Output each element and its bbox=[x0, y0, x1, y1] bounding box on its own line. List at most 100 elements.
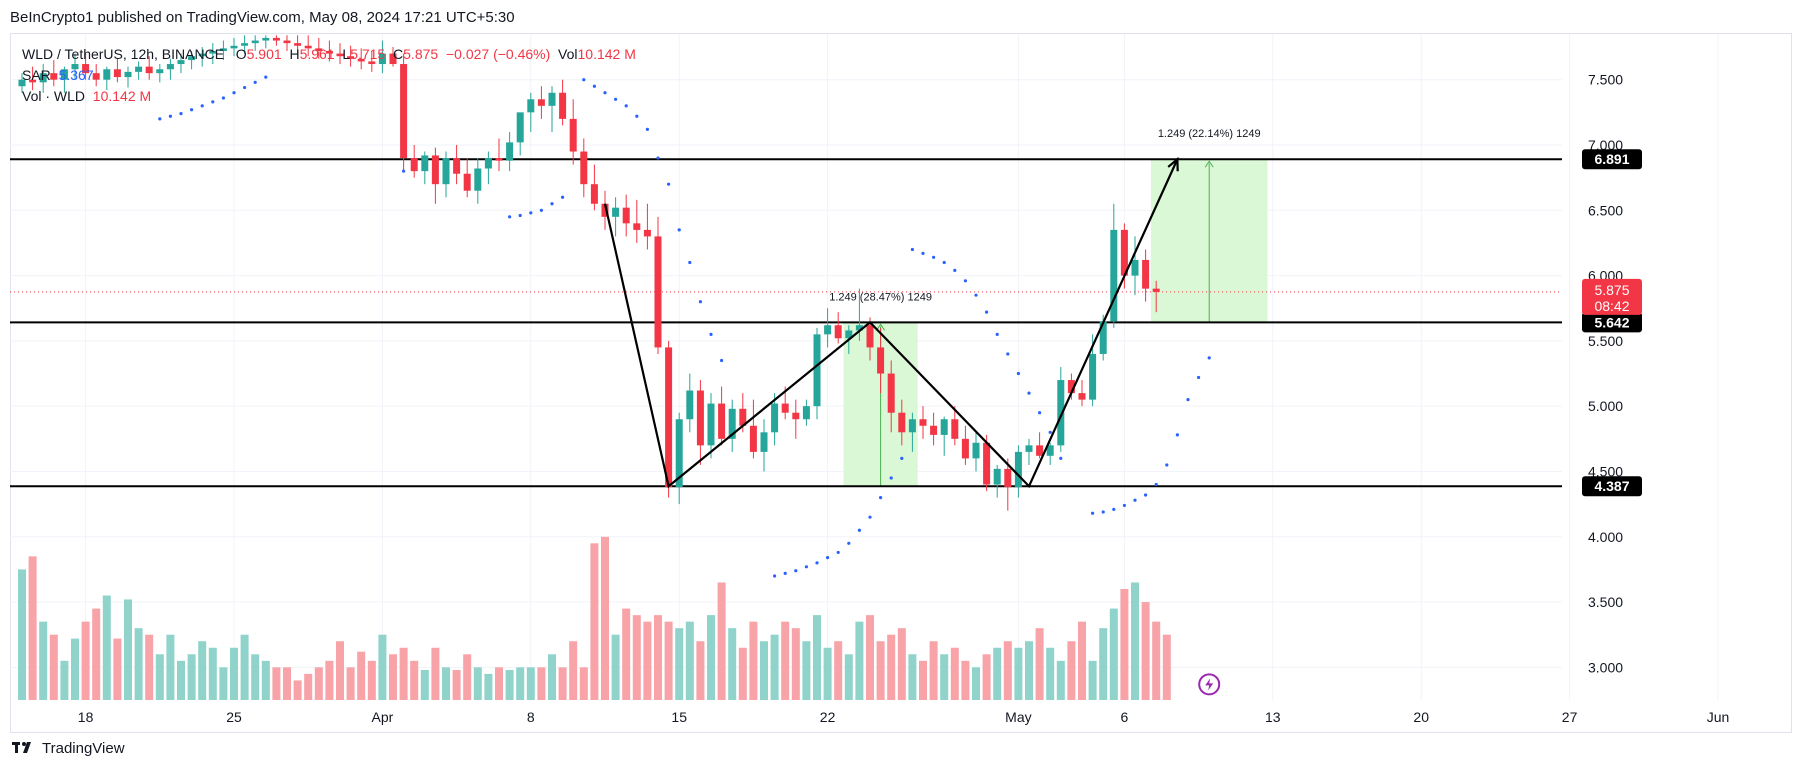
candle-body bbox=[590, 184, 598, 204]
measure-arrow-head bbox=[1204, 160, 1214, 168]
publish-info: BeInCrypto1 published on TradingView.com… bbox=[10, 9, 515, 26]
sar-dot bbox=[614, 97, 618, 101]
sar-dot bbox=[889, 476, 893, 480]
sar-dot bbox=[582, 78, 586, 82]
candle-body bbox=[145, 66, 153, 74]
volume-bar bbox=[770, 634, 779, 700]
volume-bar bbox=[601, 536, 609, 700]
volume-bar bbox=[420, 669, 429, 700]
volume-bar bbox=[696, 641, 705, 700]
candle-body bbox=[251, 40, 259, 44]
volume-bar bbox=[1099, 628, 1108, 700]
candle-body bbox=[622, 207, 630, 224]
candle-body bbox=[156, 69, 164, 74]
sar-dot bbox=[698, 300, 703, 304]
sar-dot bbox=[168, 114, 172, 118]
sar-dot bbox=[921, 251, 925, 255]
candle-body bbox=[474, 168, 482, 191]
candle-body bbox=[241, 43, 249, 46]
candle-body bbox=[580, 151, 588, 185]
candle-body bbox=[198, 53, 206, 57]
volume-bar bbox=[1025, 641, 1033, 700]
legend-volwld-label: Vol · WLD bbox=[22, 88, 86, 104]
sar-dot bbox=[539, 208, 544, 212]
volume-bar bbox=[410, 660, 419, 700]
x-tick-label: 25 bbox=[226, 709, 242, 725]
candle-body bbox=[410, 158, 418, 172]
candle-body bbox=[675, 419, 683, 488]
candle-body bbox=[707, 403, 715, 446]
volume-bar bbox=[102, 595, 111, 700]
x-tick-label: 27 bbox=[1562, 709, 1578, 725]
volume-bar bbox=[251, 654, 260, 700]
candle-body bbox=[993, 468, 1001, 485]
volume-bar bbox=[49, 634, 58, 700]
volume-bar bbox=[240, 634, 249, 700]
volume-bar bbox=[516, 667, 525, 700]
legend-volwld-value: 10.142 M bbox=[92, 88, 152, 104]
volume-bar bbox=[1014, 647, 1023, 700]
volume-bar bbox=[304, 673, 313, 700]
volume-bar bbox=[325, 660, 334, 700]
candle-body bbox=[82, 64, 90, 74]
candle-body bbox=[135, 66, 143, 72]
level-label: 6.891 bbox=[1594, 151, 1629, 167]
sar-dot bbox=[1144, 493, 1148, 497]
candle-body bbox=[50, 73, 58, 80]
candle-body bbox=[781, 403, 789, 413]
legend-high: 5.961 bbox=[299, 46, 335, 62]
candle-body bbox=[357, 58, 365, 62]
volume-bar bbox=[81, 621, 90, 700]
candle-body bbox=[1152, 288, 1160, 292]
candle-body bbox=[1120, 229, 1128, 276]
sar-dot bbox=[900, 456, 904, 461]
volume-bar bbox=[717, 582, 726, 700]
candle-body bbox=[771, 403, 779, 433]
volume-bar bbox=[431, 647, 440, 700]
y-tick-label: 6.500 bbox=[1588, 202, 1623, 218]
legend-sar-row[interactable]: SAR 5.367 bbox=[22, 65, 636, 86]
candle-body bbox=[1014, 451, 1022, 488]
legend-o-label: O bbox=[235, 46, 247, 62]
candle-body bbox=[92, 73, 100, 80]
volume-bar bbox=[590, 543, 599, 700]
sar-dot bbox=[1197, 375, 1201, 380]
volume-bar bbox=[1078, 621, 1086, 700]
sar-dot bbox=[688, 260, 692, 265]
volume-bar bbox=[728, 628, 737, 700]
x-tick-label: 20 bbox=[1413, 709, 1429, 725]
candle-body bbox=[29, 79, 37, 83]
y-tick-label: 3.000 bbox=[1588, 659, 1623, 675]
sar-dot bbox=[561, 195, 565, 199]
volume-bar bbox=[1141, 602, 1150, 700]
sar-dot bbox=[1006, 352, 1010, 356]
legend-volume-row[interactable]: Vol · WLD 10.142 M bbox=[22, 86, 636, 107]
candle-body bbox=[294, 43, 302, 46]
x-tick-label: 15 bbox=[671, 709, 687, 725]
x-tick-label: 13 bbox=[1265, 709, 1281, 725]
volume-bar bbox=[346, 667, 355, 700]
volume-bar bbox=[876, 641, 885, 700]
volume-bar bbox=[855, 621, 864, 700]
volume-bar bbox=[1131, 582, 1139, 700]
last-price-label: 5.875 bbox=[1594, 282, 1629, 298]
candle-body bbox=[802, 406, 810, 420]
volume-bar bbox=[113, 638, 122, 700]
sar-dot bbox=[1165, 463, 1169, 467]
sar-dot bbox=[720, 358, 724, 363]
candle-body bbox=[887, 373, 895, 413]
last-price-countdown: 08:42 bbox=[1594, 298, 1629, 314]
tradingview-brand[interactable]: TradingView bbox=[12, 740, 125, 757]
volume-bar bbox=[908, 654, 917, 700]
sar-dot bbox=[1048, 430, 1052, 434]
sar-dot bbox=[221, 96, 225, 100]
legend-h-label: H bbox=[289, 46, 300, 62]
sar-dot bbox=[677, 228, 681, 232]
candle-body bbox=[262, 37, 270, 41]
volume-bar bbox=[378, 634, 387, 700]
legend-symbol[interactable]: WLD / TetherUS, 12h, BINANCE bbox=[22, 46, 225, 62]
sar-dot bbox=[932, 255, 936, 259]
sar-dot bbox=[1122, 503, 1126, 508]
legend-close: 5.875 bbox=[403, 46, 439, 62]
